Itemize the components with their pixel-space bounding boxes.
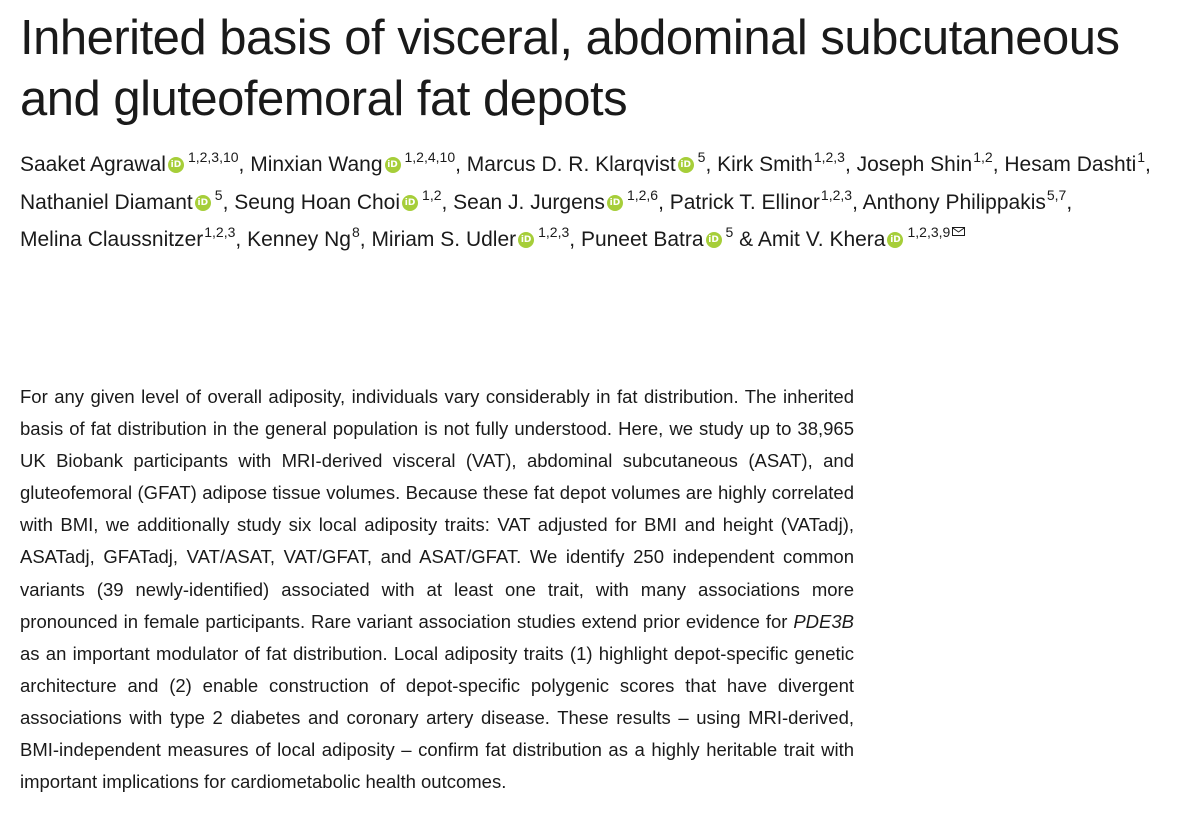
author-separator: , [441,190,454,214]
author-affiliation: 1,2,3,10 [187,149,239,165]
author[interactable]: Amit V. Khera 1,2,3,9 [757,225,966,251]
author[interactable]: Saaket Agrawal 1,2,3,10 [20,150,239,176]
author-name[interactable]: Hesam Dashti [1004,153,1137,176]
author-separator: , [1066,190,1073,214]
orcid-icon[interactable] [887,232,904,248]
author-separator: , [238,153,251,176]
author-separator: , [569,228,581,251]
author-affiliation: 1,2 [973,149,993,165]
author[interactable]: Kirk Smith1,2,3 [717,150,845,176]
envelope-icon[interactable] [952,227,966,236]
author[interactable]: Melina Claussnitzer1,2,3 [20,225,235,251]
author[interactable]: Seung Hoan Choi 1,2 [234,188,441,214]
abstract: For any given level of overall adiposity… [20,381,854,798]
author[interactable]: Hesam Dashti1 [1004,150,1145,176]
author-separator: , [222,190,235,214]
author-name[interactable]: Seung Hoan Choi [234,190,401,214]
author[interactable]: Puneet Batra 5 [580,225,733,251]
author-name[interactable]: Minxian Wang [250,153,383,176]
author-separator: , [658,190,670,214]
author-affiliation: 5,7 [1046,186,1067,203]
author[interactable]: Marcus D. R. Klarqvist 5 [466,150,706,176]
author-name[interactable]: Marcus D. R. Klarqvist [466,153,676,176]
author-affiliation: 1 [1137,149,1146,165]
author-separator: , [852,190,863,214]
author[interactable]: Patrick T. Ellinor1,2,3 [669,188,852,214]
author-name[interactable]: Joseph Shin [856,153,973,176]
orcid-icon[interactable] [167,157,184,173]
author-affiliation: 1,2,6 [626,186,659,203]
author-separator: , [235,228,248,251]
orcid-icon[interactable] [677,157,694,173]
author-affiliation: 1,2,3 [538,224,570,240]
author-affiliation: 1,2,4,10 [404,149,456,165]
article-title: Inherited basis of visceral, abdominal s… [20,11,1120,126]
author-name[interactable]: Kenney Ng [247,228,351,251]
author-separator: , [1145,153,1151,176]
author-name[interactable]: Nathaniel Diamant [20,190,193,214]
author-affiliation: 5 [725,224,734,240]
orcid-icon[interactable] [402,194,419,211]
author-separator: & [733,228,758,251]
orcid-icon[interactable] [518,232,535,248]
author-name[interactable]: Puneet Batra [580,228,704,251]
author-name[interactable]: Miriam S. Udler [371,228,517,251]
author-affiliation: 1,2,3 [820,186,853,203]
author-affiliation: 1,2 [422,186,442,203]
author[interactable]: Minxian Wang 1,2,4,10 [250,150,455,176]
author-separator: , [455,153,467,176]
author-separator: , [992,153,1005,176]
author-name[interactable]: Sean J. Jurgens [453,190,605,214]
author[interactable]: Sean J. Jurgens 1,2,6 [453,188,658,214]
author-name[interactable]: Amit V. Khera [757,228,886,251]
author[interactable]: Nathaniel Diamant 5 [20,188,223,214]
author-affiliation: 5 [214,186,223,203]
author-separator: , [359,228,372,251]
orcid-icon[interactable] [705,232,722,248]
author-name[interactable]: Anthony Philippakis [862,190,1046,214]
orcid-icon[interactable] [384,157,401,173]
author-affiliation: 1,2,3 [204,224,236,240]
author-name[interactable]: Patrick T. Ellinor [669,190,820,214]
abstract-text-part-1: For any given level of overall adiposity… [20,386,854,632]
author-affiliation: 8 [351,224,360,240]
author-affiliation: 1,2,3 [813,149,845,165]
author-affiliation: 1,2,3,9 [907,224,951,240]
orcid-icon[interactable] [194,194,211,211]
author-name[interactable]: Kirk Smith [717,153,813,176]
author[interactable]: Kenney Ng8 [247,225,360,251]
author-separator: , [844,153,857,176]
author-name[interactable]: Melina Claussnitzer [20,228,204,251]
author-name[interactable]: Saaket Agrawal [20,153,166,176]
author[interactable]: Anthony Philippakis5,7 [862,188,1067,214]
author[interactable]: Joseph Shin1,2 [856,150,993,176]
abstract-text-part-2: as an important modulator of fat distrib… [20,642,854,793]
author[interactable]: Miriam S. Udler 1,2,3 [371,225,569,251]
orcid-icon[interactable] [606,194,623,211]
author-separator: , [705,153,718,176]
abstract-gene-name: PDE3B [793,610,854,632]
author-list: Saaket Agrawal 1,2,3,10, Minxian Wang 1,2,… [20,146,1195,259]
author-affiliation: 5 [697,149,706,165]
